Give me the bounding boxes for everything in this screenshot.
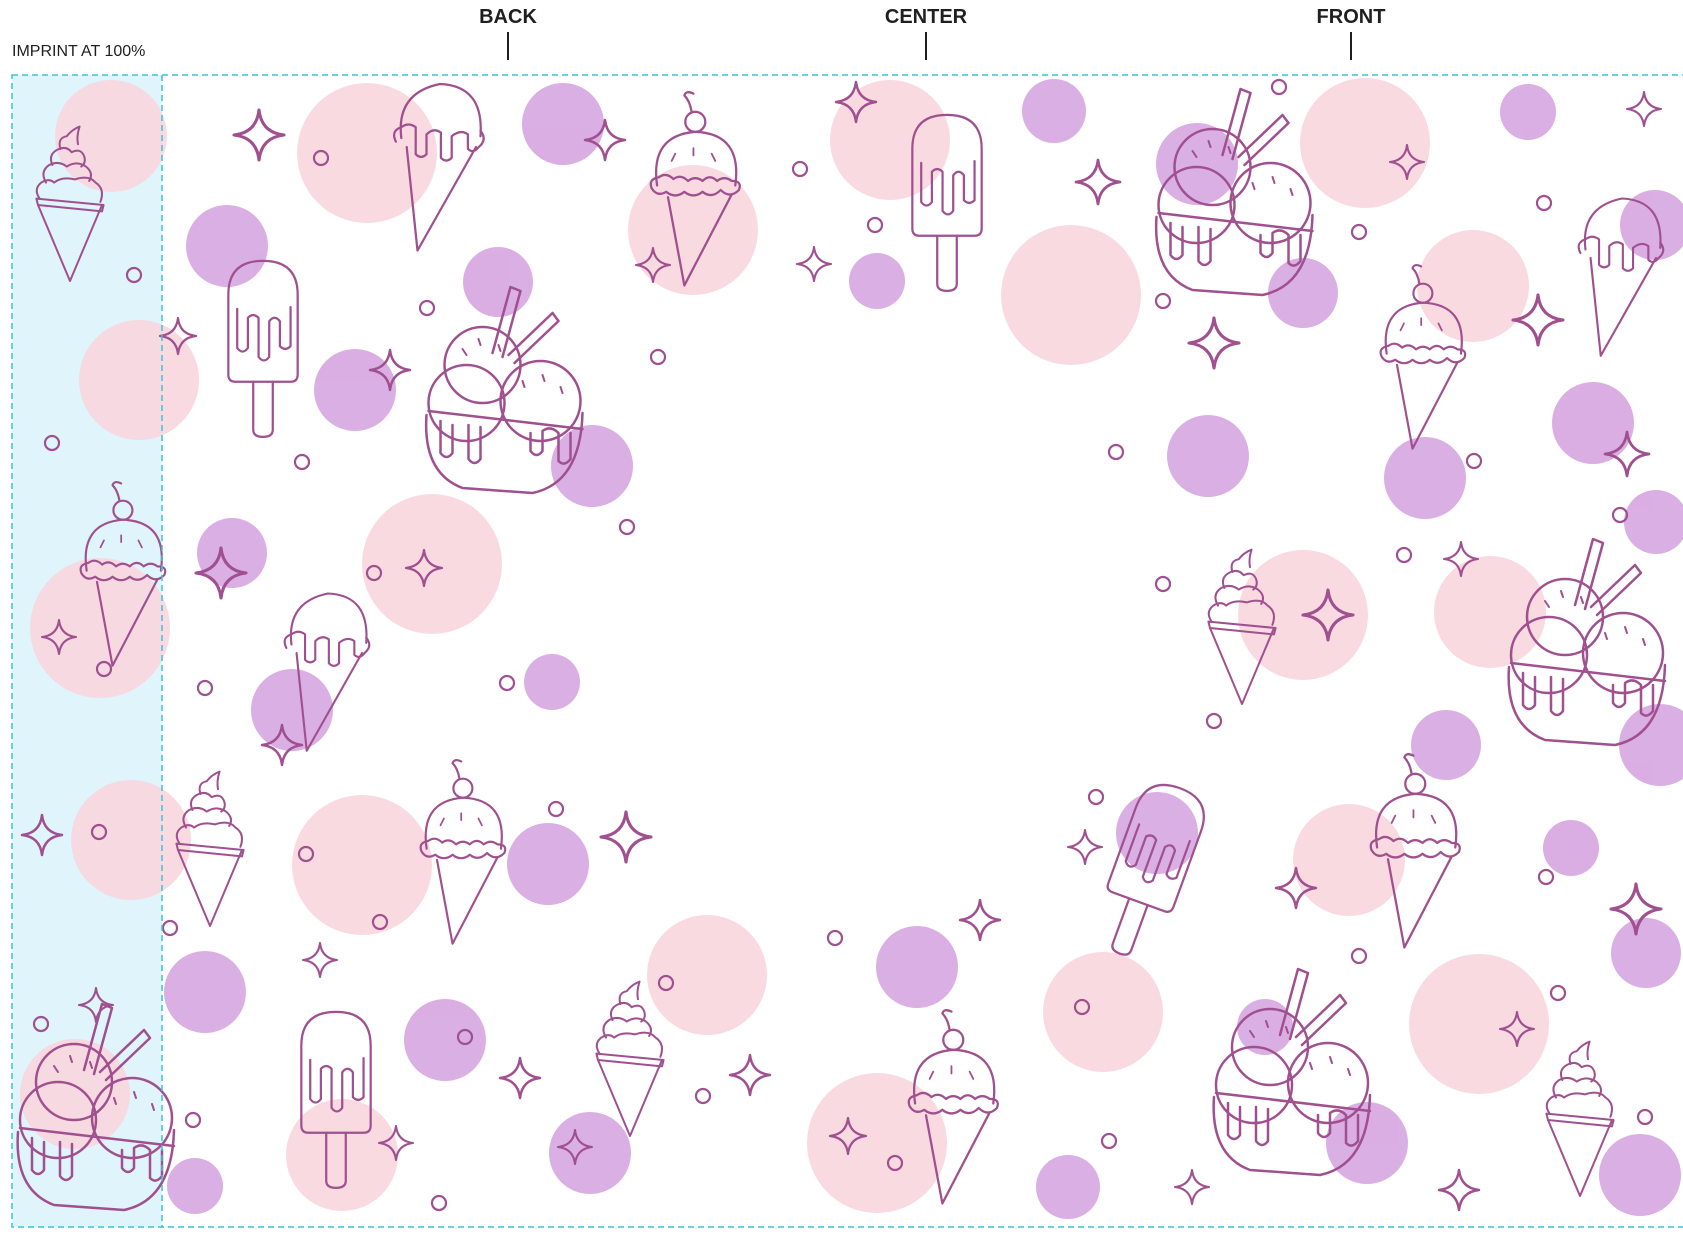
front-tick	[1350, 32, 1352, 60]
ring-dot-icon	[32, 78, 1654, 1212]
center-tick	[925, 32, 927, 60]
pattern-layer	[16, 78, 1683, 1219]
print-area-border	[11, 74, 1683, 1228]
sundae-bowl-icon	[424, 285, 584, 495]
position-label-back: BACK	[479, 6, 537, 28]
purple-circles	[164, 79, 1683, 1219]
back-tick	[507, 32, 509, 60]
swirl-cone-icon	[595, 980, 665, 1138]
position-label-front: FRONT	[1316, 6, 1386, 28]
position-label-center: CENTER	[884, 6, 968, 28]
cherry-cone-icon	[419, 758, 507, 945]
sundae-bowl-icon	[1212, 967, 1372, 1177]
imprint-label: IMPRINT AT 100%	[12, 43, 146, 60]
popsicle-icon	[227, 259, 299, 439]
pink-circles	[20, 78, 1549, 1213]
